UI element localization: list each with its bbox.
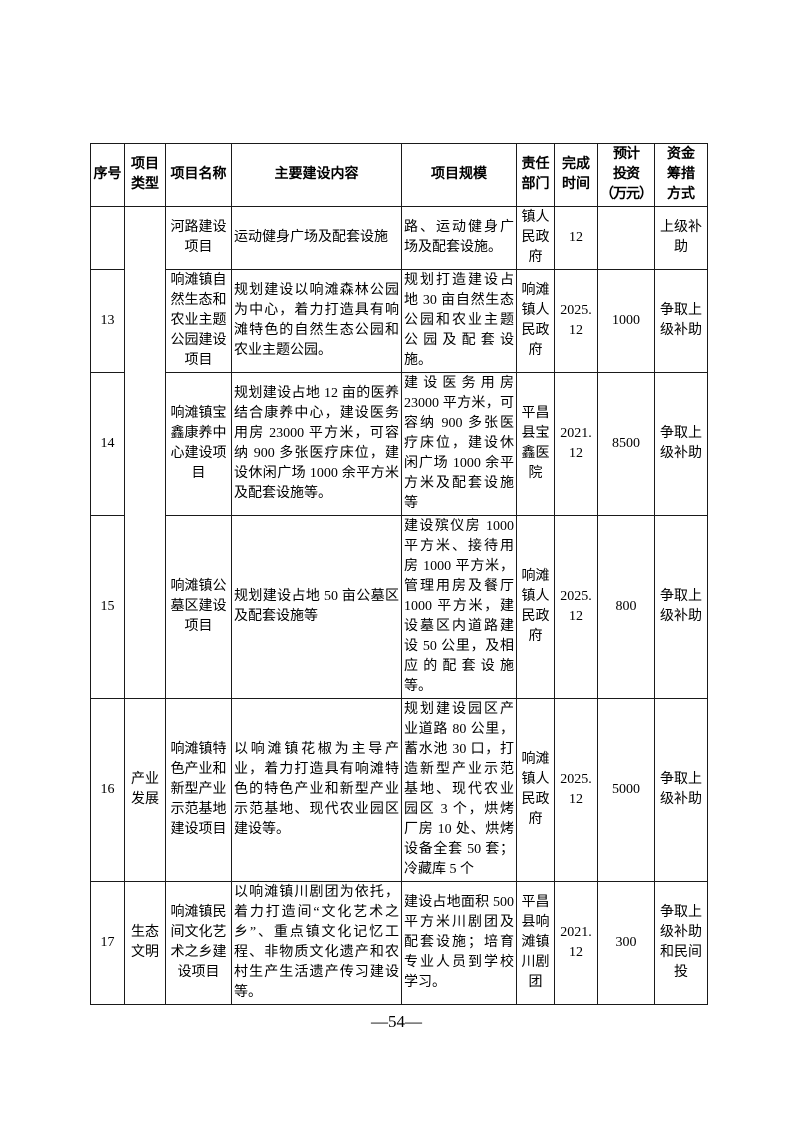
- cell-project-scale: 建设医务用房 23000 平方米，可容纳 900 多张医疗床位，建设休闲广场 1…: [401, 372, 517, 516]
- cell-project-name: 河路建设项目: [165, 206, 232, 270]
- cell-funding-method: 争取上级补助: [654, 698, 708, 882]
- cell-main-content: 运动健身广场及配套设施: [231, 206, 402, 270]
- cell-project-name: 响滩镇公墓区建设项目: [165, 515, 232, 699]
- cell-project-scale: 规划打造建设占地 30 亩自然生态公园和农业主题公园及配套设施。: [401, 269, 517, 373]
- cell-main-content: 规划建设占地 12 亩的医养结合康养中心，建设医务用房 23000 平方米，可容…: [231, 372, 402, 516]
- header-funding-method: 资金 筹措 方式: [654, 143, 708, 207]
- cell-main-content: 规划建设以响滩森林公园为中心，着力打造具有响滩特色的自然生态公园和农业主题公园。: [231, 269, 402, 373]
- header-responsible-dept: 责任 部门: [516, 143, 555, 207]
- cell-project-scale: 规划建设园区产业道路 80 公里，蓄水池 30 口，打造新型产业示范基地、现代农…: [401, 698, 517, 882]
- cell-main-content: 以响滩镇花椒为主导产业，着力打造具有响滩特色的特色产业和新型产业示范基地、现代农…: [231, 698, 402, 882]
- cell-completion-time: 2025. 12: [554, 698, 598, 882]
- table-header-row: 序号 项目 类型 项目名称 主要建设内容 项目规模 责任 部门 完成 时间 预计…: [90, 143, 708, 207]
- cell-estimated-investment: 800: [597, 515, 655, 699]
- cell-main-content: 以响滩镇川剧团为依托，着力打造间“文化艺术之乡”、重点镇文化记忆工程、非物质文化…: [231, 881, 402, 1005]
- cell-responsible-dept: 平昌县响滩镇川剧团: [516, 881, 555, 1005]
- table-row-14: 14 响滩镇宝鑫康养中心建设项目 规划建设占地 12 亩的医养结合康养中心，建设…: [90, 372, 708, 516]
- cell-responsible-dept: 平昌县宝鑫医院: [516, 372, 555, 516]
- table-row-16: 16 产业发展 响滩镇特色产业和新型产业示范基地建设项目 以响滩镇花椒为主导产业…: [90, 698, 708, 882]
- header-main-content: 主要建设内容: [231, 143, 402, 207]
- cell-seq: [90, 206, 125, 270]
- table-row-13: 13 响滩镇自然生态和农业主题公园建设项目 规划建设以响滩森林公园为中心，着力打…: [90, 269, 708, 373]
- cell-funding-method: 争取上级补助和民间投: [654, 881, 708, 1005]
- cell-estimated-investment: 1000: [597, 269, 655, 373]
- cell-funding-method: 上级补助: [654, 206, 708, 270]
- cell-responsible-dept: 响滩镇人民政府: [516, 269, 555, 373]
- cell-completion-time: 2025. 12: [554, 269, 598, 373]
- cell-project-scale: 建设占地面积 500 平方米川剧团及配套设施；培育专业人员到学校学习。: [401, 881, 517, 1005]
- page-number: —54—: [371, 1012, 422, 1031]
- cell-completion-time: 2021. 12: [554, 881, 598, 1005]
- header-project-type: 项目 类型: [124, 143, 166, 207]
- cell-funding-method: 争取上级补助: [654, 269, 708, 373]
- cell-funding-method: 争取上级补助: [654, 515, 708, 699]
- projects-table: 序号 项目 类型 项目名称 主要建设内容 项目规模 责任 部门 完成 时间 预计…: [90, 143, 708, 1005]
- cell-project-name: 响滩镇自然生态和农业主题公园建设项目: [165, 269, 232, 373]
- cell-completion-time: 12: [554, 206, 598, 270]
- cell-seq: 15: [90, 515, 125, 699]
- header-project-name: 项目名称: [165, 143, 232, 207]
- cell-completion-time: 2025. 12: [554, 515, 598, 699]
- header-project-scale: 项目规模: [401, 143, 517, 207]
- cell-project-name: 响滩镇民间文化艺术之乡建设项目: [165, 881, 232, 1005]
- header-seq: 序号: [90, 143, 125, 207]
- cell-project-name: 响滩镇宝鑫康养中心建设项目: [165, 372, 232, 516]
- cell-completion-time: 2021. 12: [554, 372, 598, 516]
- cell-project-type-merged: [124, 206, 166, 699]
- table-row-17: 17 生态文明 响滩镇民间文化艺术之乡建设项目 以响滩镇川剧团为依托，着力打造间…: [90, 881, 708, 1005]
- cell-estimated-investment: 5000: [597, 698, 655, 882]
- cell-project-name: 响滩镇特色产业和新型产业示范基地建设项目: [165, 698, 232, 882]
- header-completion-time: 完成 时间: [554, 143, 598, 207]
- cell-seq: 17: [90, 881, 125, 1005]
- cell-funding-method: 争取上级补助: [654, 372, 708, 516]
- cell-main-content: 规划建设占地 50 亩公墓区及配套设施等: [231, 515, 402, 699]
- cell-estimated-investment: 300: [597, 881, 655, 1005]
- cell-seq: 16: [90, 698, 125, 882]
- cell-project-scale: 建设殡仪房 1000 平方米、接待用房 1000 平方米，管理用房及餐厅 100…: [401, 515, 517, 699]
- cell-project-scale: 路、运动健身广场及配套设施。: [401, 206, 517, 270]
- cell-responsible-dept: 响滩镇人民政府: [516, 698, 555, 882]
- cell-seq: 13: [90, 269, 125, 373]
- table-row-continued: 河路建设项目 运动健身广场及配套设施 路、运动健身广场及配套设施。 镇人民政府 …: [90, 206, 708, 699]
- cell-responsible-dept: 镇人民政府: [516, 206, 555, 270]
- cell-estimated-investment: [597, 206, 655, 270]
- header-estimated-investment: 预计 投资 （万元）: [597, 143, 655, 207]
- cell-responsible-dept: 响滩镇人民政府: [516, 515, 555, 699]
- cell-project-type: 产业发展: [124, 698, 166, 882]
- cell-estimated-investment: 8500: [597, 372, 655, 516]
- table-row-15: 15 响滩镇公墓区建设项目 规划建设占地 50 亩公墓区及配套设施等 建设殡仪房…: [90, 515, 708, 699]
- cell-project-type: 生态文明: [124, 881, 166, 1005]
- cell-seq: 14: [90, 372, 125, 516]
